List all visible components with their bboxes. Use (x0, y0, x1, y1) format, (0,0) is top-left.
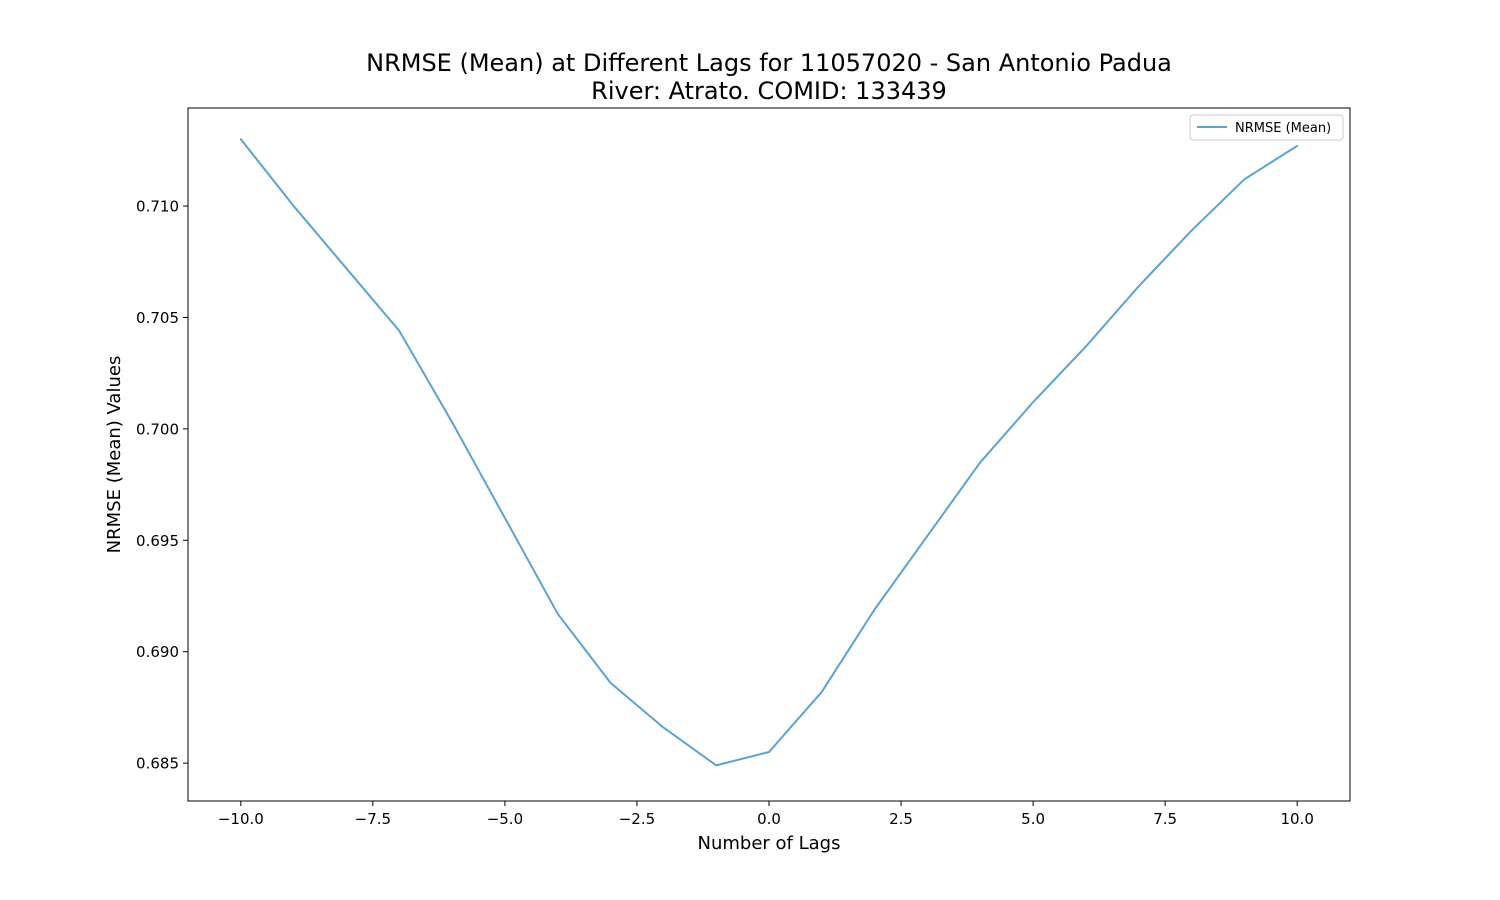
x-tick-label: 2.5 (889, 810, 913, 828)
x-tick-label: 0.0 (757, 810, 781, 828)
legend-box (1189, 114, 1344, 141)
y-tick-label: 0.695 (136, 532, 179, 550)
data-point (1296, 145, 1298, 147)
data-point (662, 726, 664, 728)
plot-area (187, 107, 1351, 802)
x-tick-label: −2.5 (619, 810, 655, 828)
x-tick-label: 5.0 (1021, 810, 1045, 828)
data-point (293, 205, 295, 207)
y-tick-label: 0.690 (136, 643, 179, 661)
x-axis-ticks: −10.0 −7.5 −5.0 −2.5 0.0 2.5 5.0 7.5 10.0 (218, 801, 1314, 828)
data-point (768, 751, 770, 753)
chart-title: NRMSE (Mean) at Different Lags for 11057… (366, 49, 1172, 77)
x-tick-label: 7.5 (1153, 810, 1177, 828)
y-axis-label: NRMSE (Mean) Values (104, 356, 125, 554)
data-point (715, 764, 717, 766)
series-line (239, 138, 1299, 767)
y-tick-label: 0.700 (136, 420, 179, 438)
data-point (874, 608, 876, 610)
data-point (1138, 285, 1140, 287)
data-point (821, 691, 823, 693)
data-layer (239, 138, 1299, 767)
data-point (1032, 401, 1034, 403)
y-tick-label: 0.705 (136, 309, 179, 327)
data-point (451, 421, 453, 423)
data-point (926, 535, 928, 537)
x-tick-label: 10.0 (1280, 810, 1313, 828)
legend: NRMSE (Mean) (1189, 114, 1344, 141)
data-point (1243, 178, 1245, 180)
y-tick-label: 0.685 (136, 755, 179, 773)
data-point (398, 330, 400, 332)
x-tick-label: −7.5 (355, 810, 391, 828)
x-axis-label: Number of Lags (698, 833, 841, 854)
x-tick-label: −10.0 (218, 810, 264, 828)
data-point (1191, 230, 1193, 232)
chart-subtitle: River: Atrato. COMID: 133439 (591, 77, 947, 105)
data-point (979, 461, 981, 463)
data-point (1085, 345, 1087, 347)
x-tick-label: −5.0 (487, 810, 523, 828)
y-axis-ticks: 0.685 0.690 0.695 0.700 0.705 0.710 (136, 198, 188, 773)
data-point (240, 138, 242, 140)
y-tick-label: 0.710 (136, 198, 179, 216)
plot-frame (187, 107, 1351, 802)
legend-label: NRMSE (Mean) (1235, 121, 1331, 136)
data-point (345, 267, 347, 269)
data-point (504, 517, 506, 519)
data-point (610, 682, 612, 684)
data-point (557, 613, 559, 615)
